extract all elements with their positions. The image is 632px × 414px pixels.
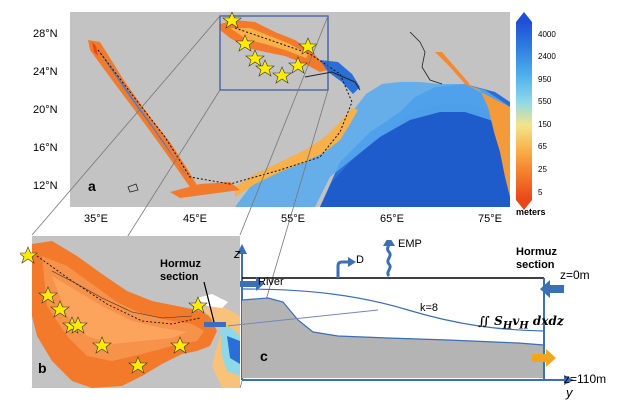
panel-b-map [32, 236, 240, 388]
z-bottom-label: z=110m [564, 372, 607, 386]
panel-b-letter: b [38, 360, 47, 376]
colorbar-label: 5 [538, 188, 543, 197]
hormuz-pointer-b [203, 281, 215, 323]
colorbar-label: 2400 [538, 52, 556, 61]
panel-a-map [70, 12, 510, 207]
colorbar-label: 150 [538, 120, 552, 129]
integral-expression: ∬ SHvH dxdz [478, 314, 564, 331]
star-icon [68, 316, 88, 334]
star-icon [272, 66, 292, 84]
colorbar-label: 950 [538, 75, 552, 84]
integral-head: ∬ S [478, 314, 503, 328]
integral-tail: dxdz [528, 314, 564, 328]
panel-c-schematic [228, 240, 574, 385]
z-axis-label: z [234, 246, 241, 261]
star-icon [20, 246, 38, 264]
colorbar-label: 25 [538, 165, 547, 174]
panel-a-stars [222, 12, 318, 84]
star-icon [245, 49, 265, 67]
emp-label: EMP [398, 238, 422, 250]
star-icon [188, 296, 208, 314]
colorbar-label: 4000 [538, 30, 556, 39]
star-icon [235, 34, 255, 52]
star-icon [170, 336, 190, 354]
lon-tick: 45°E [183, 213, 207, 225]
hormuz-section-label-b: Hormuz section [160, 258, 201, 283]
lon-tick: 35°E [84, 213, 108, 225]
star-icon [222, 12, 242, 29]
river-label: River [258, 276, 284, 288]
lat-tick: 12°N [33, 180, 58, 192]
panel-a-letter: a [88, 178, 96, 194]
integral-v: v [512, 314, 520, 328]
panel-b-stars [20, 246, 208, 374]
colorbar-label: 550 [538, 97, 552, 106]
panel-c-letter: c [260, 348, 268, 364]
lon-tick: 75°E [478, 213, 502, 225]
integral-sub-2: H [519, 320, 529, 332]
lat-tick: 24°N [33, 66, 58, 78]
colorbar-label: 65 [538, 142, 547, 151]
depth-colorbar [516, 12, 532, 210]
star-icon [92, 336, 112, 354]
y-axis-label: y [566, 385, 573, 400]
star-icon [50, 300, 70, 318]
colorbar-unit: meters [516, 207, 546, 217]
lon-tick: 65°E [380, 213, 404, 225]
lat-tick: 20°N [33, 104, 58, 116]
lon-tick: 55°E [281, 213, 305, 225]
integral-sub-1: H [502, 320, 513, 332]
lat-tick: 28°N [33, 28, 58, 40]
star-icon [128, 356, 148, 374]
z-top-label: z=0m [560, 268, 590, 282]
star-icon [255, 59, 275, 77]
d-label: D [356, 254, 364, 266]
hormuz-section-label-c: Hormuz section [516, 246, 557, 271]
lat-tick: 16°N [33, 142, 58, 154]
k-label: k=8 [420, 302, 439, 314]
star-icon [298, 37, 318, 55]
star-icon [38, 286, 58, 304]
star-icon [288, 56, 308, 74]
